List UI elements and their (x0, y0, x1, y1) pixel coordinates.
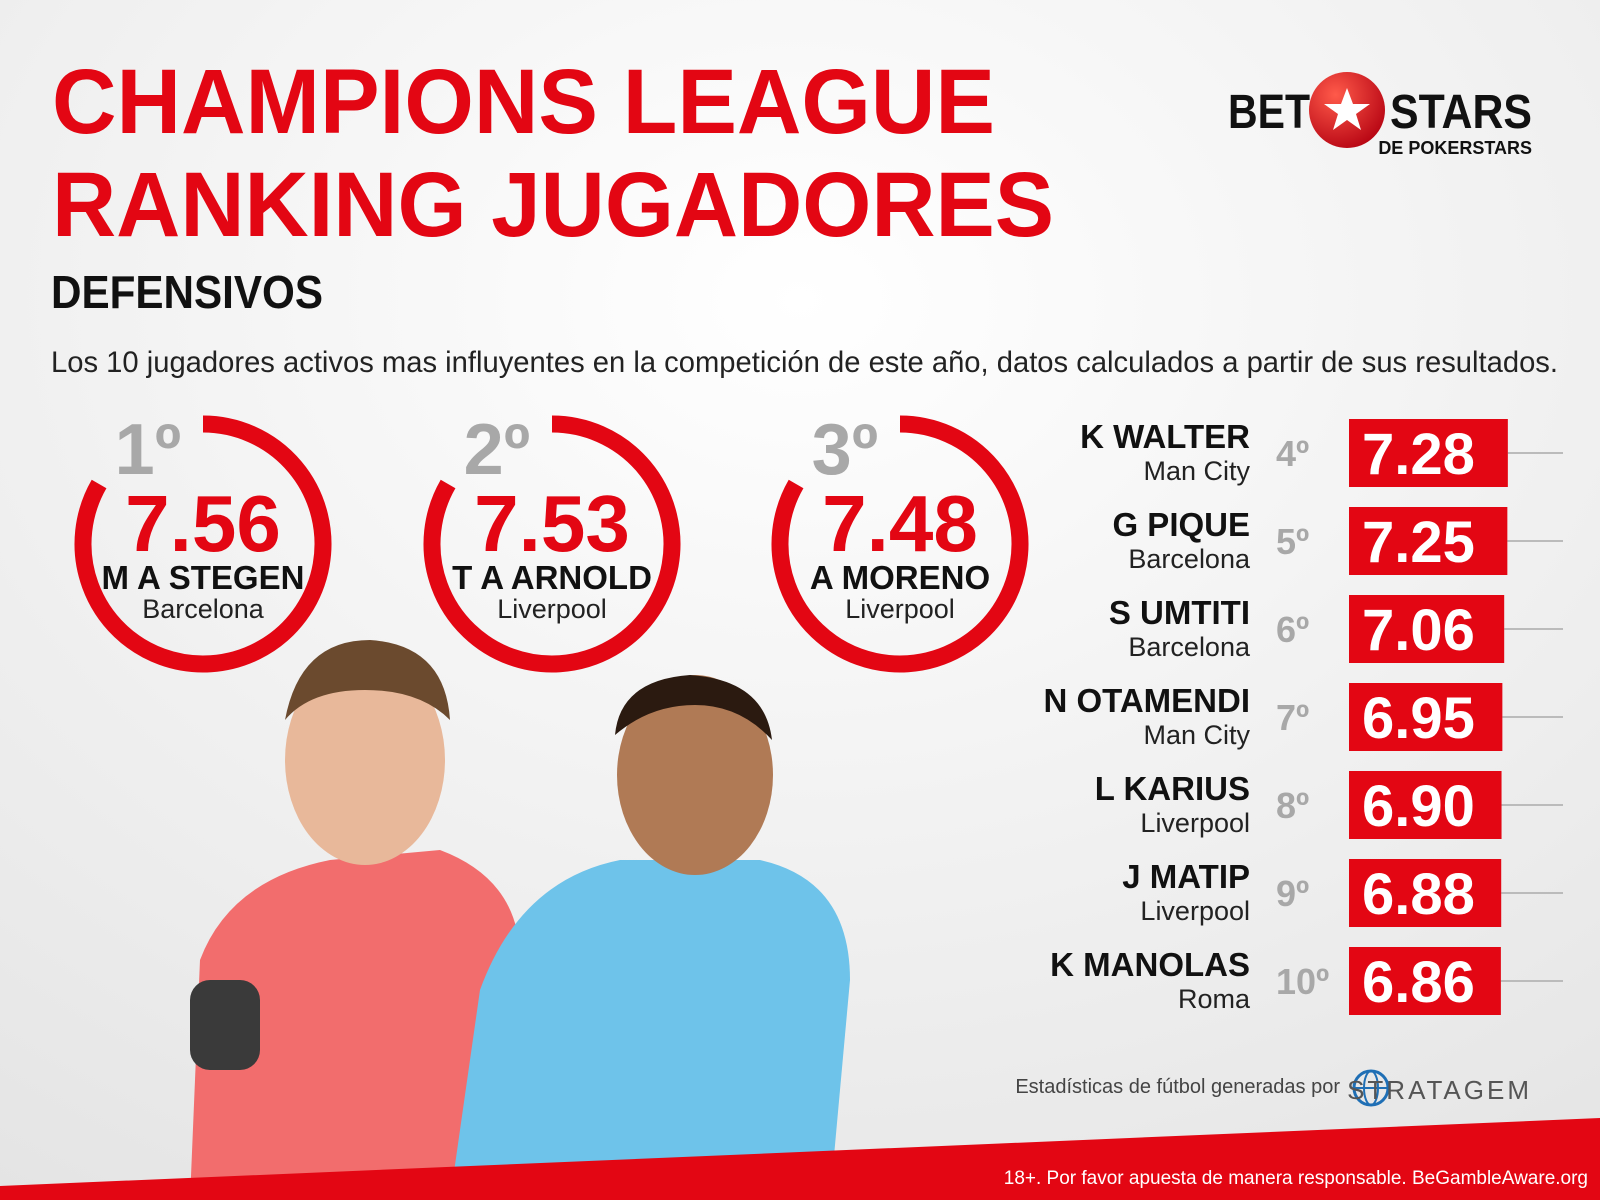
hair (615, 675, 772, 740)
player-team: Man City (1143, 456, 1250, 486)
podium-score: 7.53 (474, 479, 630, 568)
player-name: J MATIP (1122, 858, 1250, 895)
player-team: Liverpool (1140, 896, 1250, 926)
logo-star (1324, 88, 1370, 130)
score-label: 6.95 (1362, 686, 1475, 751)
player-rank: 10º (1276, 961, 1329, 1002)
player-rank: 8º (1276, 785, 1309, 826)
score-bar (1349, 859, 1502, 927)
logo: BET STARS DE POKERSTARS (1228, 72, 1532, 158)
player-name: K MANOLAS (1050, 946, 1250, 983)
podium-name: T A ARNOLD (452, 559, 652, 596)
disclaimer: 18+. Por favor apuesta de manera respons… (1004, 1168, 1588, 1189)
title-line: CHAMPIONS LEAGUE (52, 51, 995, 153)
ring (423, 415, 681, 673)
podium-team: Barcelona (142, 594, 265, 624)
provider-logo: STRATAGEM (1347, 1069, 1532, 1107)
player-team: Barcelona (1128, 632, 1251, 662)
description: Los 10 jugadores activos mas influyentes… (51, 346, 1558, 379)
player-name: S UMTITI (1109, 594, 1250, 631)
provider-name: STRATAGEM (1347, 1075, 1532, 1105)
logo-text: STARS (1390, 86, 1532, 139)
ring (74, 415, 332, 673)
player-photos (190, 640, 850, 1200)
player-name: N OTAMENDI (1043, 682, 1250, 719)
player-rank: 4º (1276, 433, 1309, 474)
player-team: Roma (1178, 984, 1251, 1014)
subtitle: DEFENSIVOS (51, 266, 323, 318)
podium-rank: 1º (115, 410, 181, 490)
podium-score: 7.56 (125, 479, 281, 568)
score-bar (1349, 947, 1501, 1015)
player-team: Liverpool (1140, 808, 1250, 838)
score-bar (1349, 419, 1508, 487)
ring (771, 415, 1029, 673)
score-bar (1349, 595, 1505, 663)
player-rank: 9º (1276, 873, 1309, 914)
logo-text: BET (1228, 86, 1310, 139)
head (617, 675, 773, 875)
jersey (190, 850, 520, 1200)
score-label: 7.28 (1362, 422, 1475, 487)
jersey (450, 860, 850, 1200)
score-label: 6.88 (1362, 862, 1475, 927)
title-line: RANKING JUGADORES (52, 154, 1054, 256)
player-team: Barcelona (1128, 544, 1251, 574)
podium-name: M A STEGEN (102, 559, 305, 596)
score-bar (1349, 683, 1503, 751)
hair (285, 640, 450, 720)
score-bar (1349, 507, 1508, 575)
player-rank: 7º (1276, 697, 1309, 738)
podium-name: A MORENO (810, 559, 990, 596)
logo-tagline: DE POKERSTARS (1378, 138, 1532, 158)
player-rank: 6º (1276, 609, 1309, 650)
score-label: 6.90 (1362, 774, 1475, 839)
score-bar (1349, 771, 1502, 839)
podium-rank: 3º (812, 410, 878, 490)
footer-band (0, 1118, 1600, 1200)
player-team: Man City (1143, 720, 1250, 750)
player-name: K WALTER (1080, 418, 1250, 455)
credit: Estadísticas de fútbol generadas por (1015, 1076, 1340, 1098)
score-label: 6.86 (1362, 950, 1475, 1015)
podium-score: 7.48 (822, 479, 978, 568)
player-rank: 5º (1276, 521, 1309, 562)
glove (190, 980, 260, 1070)
player-name: L KARIUS (1095, 770, 1250, 807)
score-label: 7.06 (1362, 598, 1475, 663)
podium-team: Liverpool (497, 594, 607, 624)
player-name: G PIQUE (1112, 506, 1250, 543)
score-label: 7.25 (1362, 510, 1475, 575)
podium-rank: 2º (464, 410, 530, 490)
head (285, 655, 445, 865)
podium-team: Liverpool (845, 594, 955, 624)
